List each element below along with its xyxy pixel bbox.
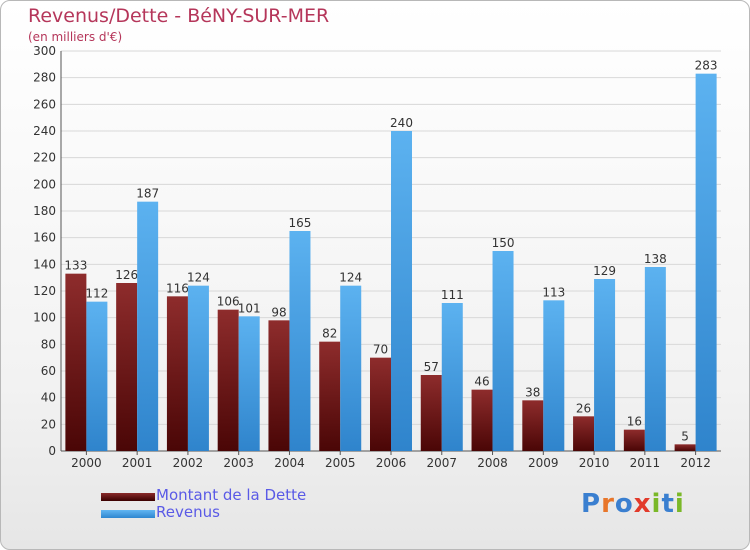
x-tick-label: 2012 (680, 456, 711, 470)
chart-subtitle: (en milliers d'€) (28, 30, 123, 44)
y-tick-label: 40 (41, 391, 56, 405)
data-label-dette: 116 (166, 281, 189, 295)
data-label-revenus: 283 (695, 59, 718, 73)
y-tick-label: 0 (48, 444, 56, 458)
y-tick-label: 100 (33, 311, 56, 325)
x-tick-label: 2008 (477, 456, 508, 470)
data-label-revenus: 113 (542, 285, 565, 299)
data-label-revenus: 165 (289, 216, 312, 230)
y-tick-label: 180 (33, 204, 56, 218)
bar-dette (65, 273, 87, 451)
y-tick-label: 60 (41, 364, 56, 378)
bar-revenus (644, 267, 666, 451)
bar-dette (471, 389, 493, 451)
bar-dette (166, 296, 188, 451)
bar-revenus (238, 316, 260, 451)
y-tick-label: 220 (33, 151, 56, 165)
legend-label-dette: Montant de la Dette (156, 486, 307, 504)
data-label-dette: 98 (271, 305, 286, 319)
bar-dette (268, 320, 290, 451)
bar-dette (623, 429, 645, 451)
bar-revenus (187, 285, 209, 451)
y-tick-label: 300 (33, 44, 56, 58)
bar-revenus (391, 131, 412, 451)
data-label-dette: 106 (217, 295, 240, 309)
logo-letter: P (581, 489, 602, 519)
data-label-revenus: 240 (390, 116, 413, 130)
y-tick-label: 120 (33, 284, 56, 298)
bar-revenus (86, 301, 108, 451)
logo-letter: i (651, 489, 662, 519)
proxiti-logo: Proxiti (581, 489, 685, 519)
y-tick-label: 160 (33, 231, 56, 245)
data-label-dette: 70 (373, 343, 388, 357)
legend-swatch-revenus (101, 510, 155, 518)
bar-revenus (340, 285, 362, 451)
bar-dette (217, 309, 239, 451)
x-tick-label: 2001 (122, 456, 153, 470)
x-tick-label: 2011 (630, 456, 661, 470)
x-tick-label: 2006 (376, 456, 407, 470)
x-tick-label: 2009 (528, 456, 559, 470)
bar-revenus (289, 231, 311, 451)
y-tick-label: 140 (33, 257, 56, 271)
bar-dette (370, 357, 391, 451)
x-tick-label: 2004 (274, 456, 305, 470)
x-tick-label: 2003 (223, 456, 254, 470)
y-tick-label: 80 (41, 337, 56, 351)
y-tick-label: 200 (33, 177, 56, 191)
data-label-revenus: 111 (441, 288, 464, 302)
bar-dette (522, 400, 544, 451)
data-label-revenus: 101 (238, 301, 261, 315)
bar-dette (674, 444, 696, 451)
logo-letter: o (614, 489, 634, 519)
y-tick-label: 240 (33, 124, 56, 138)
legend-swatch-dette (101, 493, 155, 501)
bar-dette (319, 341, 341, 451)
data-label-dette: 82 (322, 327, 337, 341)
data-label-revenus: 129 (593, 264, 616, 278)
bar-revenus (594, 279, 616, 451)
logo-letter: i (674, 489, 685, 519)
bar-revenus (441, 303, 463, 451)
x-tick-label: 2002 (173, 456, 204, 470)
data-label-dette: 5 (681, 429, 689, 443)
data-label-revenus: 124 (187, 271, 210, 285)
data-label-dette: 126 (115, 268, 138, 282)
legend-label-revenus: Revenus (156, 503, 220, 521)
data-label-dette: 133 (64, 259, 87, 273)
x-tick-label: 2007 (426, 456, 457, 470)
chart-title: Revenus/Dette - BéNY-SUR-MER (28, 5, 330, 27)
data-label-revenus: 138 (644, 252, 667, 266)
data-label-revenus: 150 (492, 236, 515, 250)
y-tick-label: 280 (33, 71, 56, 85)
y-tick-label: 260 (33, 97, 56, 111)
x-tick-label: 2010 (579, 456, 610, 470)
data-label-dette: 38 (525, 385, 540, 399)
bar-dette (116, 283, 138, 451)
data-label-dette: 16 (627, 415, 642, 429)
data-label-dette: 46 (474, 375, 489, 389)
y-tick-label: 20 (41, 417, 56, 431)
data-label-dette: 26 (576, 401, 591, 415)
bar-revenus (543, 300, 565, 451)
x-tick-label: 2005 (325, 456, 356, 470)
data-label-revenus: 112 (85, 287, 108, 301)
logo-letter: r (601, 489, 615, 519)
data-label-dette: 57 (424, 360, 439, 374)
x-tick-label: 2000 (71, 456, 102, 470)
bar-dette (420, 375, 442, 451)
bar-revenus (492, 251, 514, 451)
bar-revenus (695, 73, 717, 452)
bar-revenus (137, 201, 159, 451)
data-label-revenus: 124 (339, 271, 362, 285)
bar-dette (573, 416, 595, 451)
logo-letter: t (661, 489, 675, 519)
logo-letter: x (633, 489, 652, 519)
data-label-revenus: 187 (136, 187, 159, 201)
